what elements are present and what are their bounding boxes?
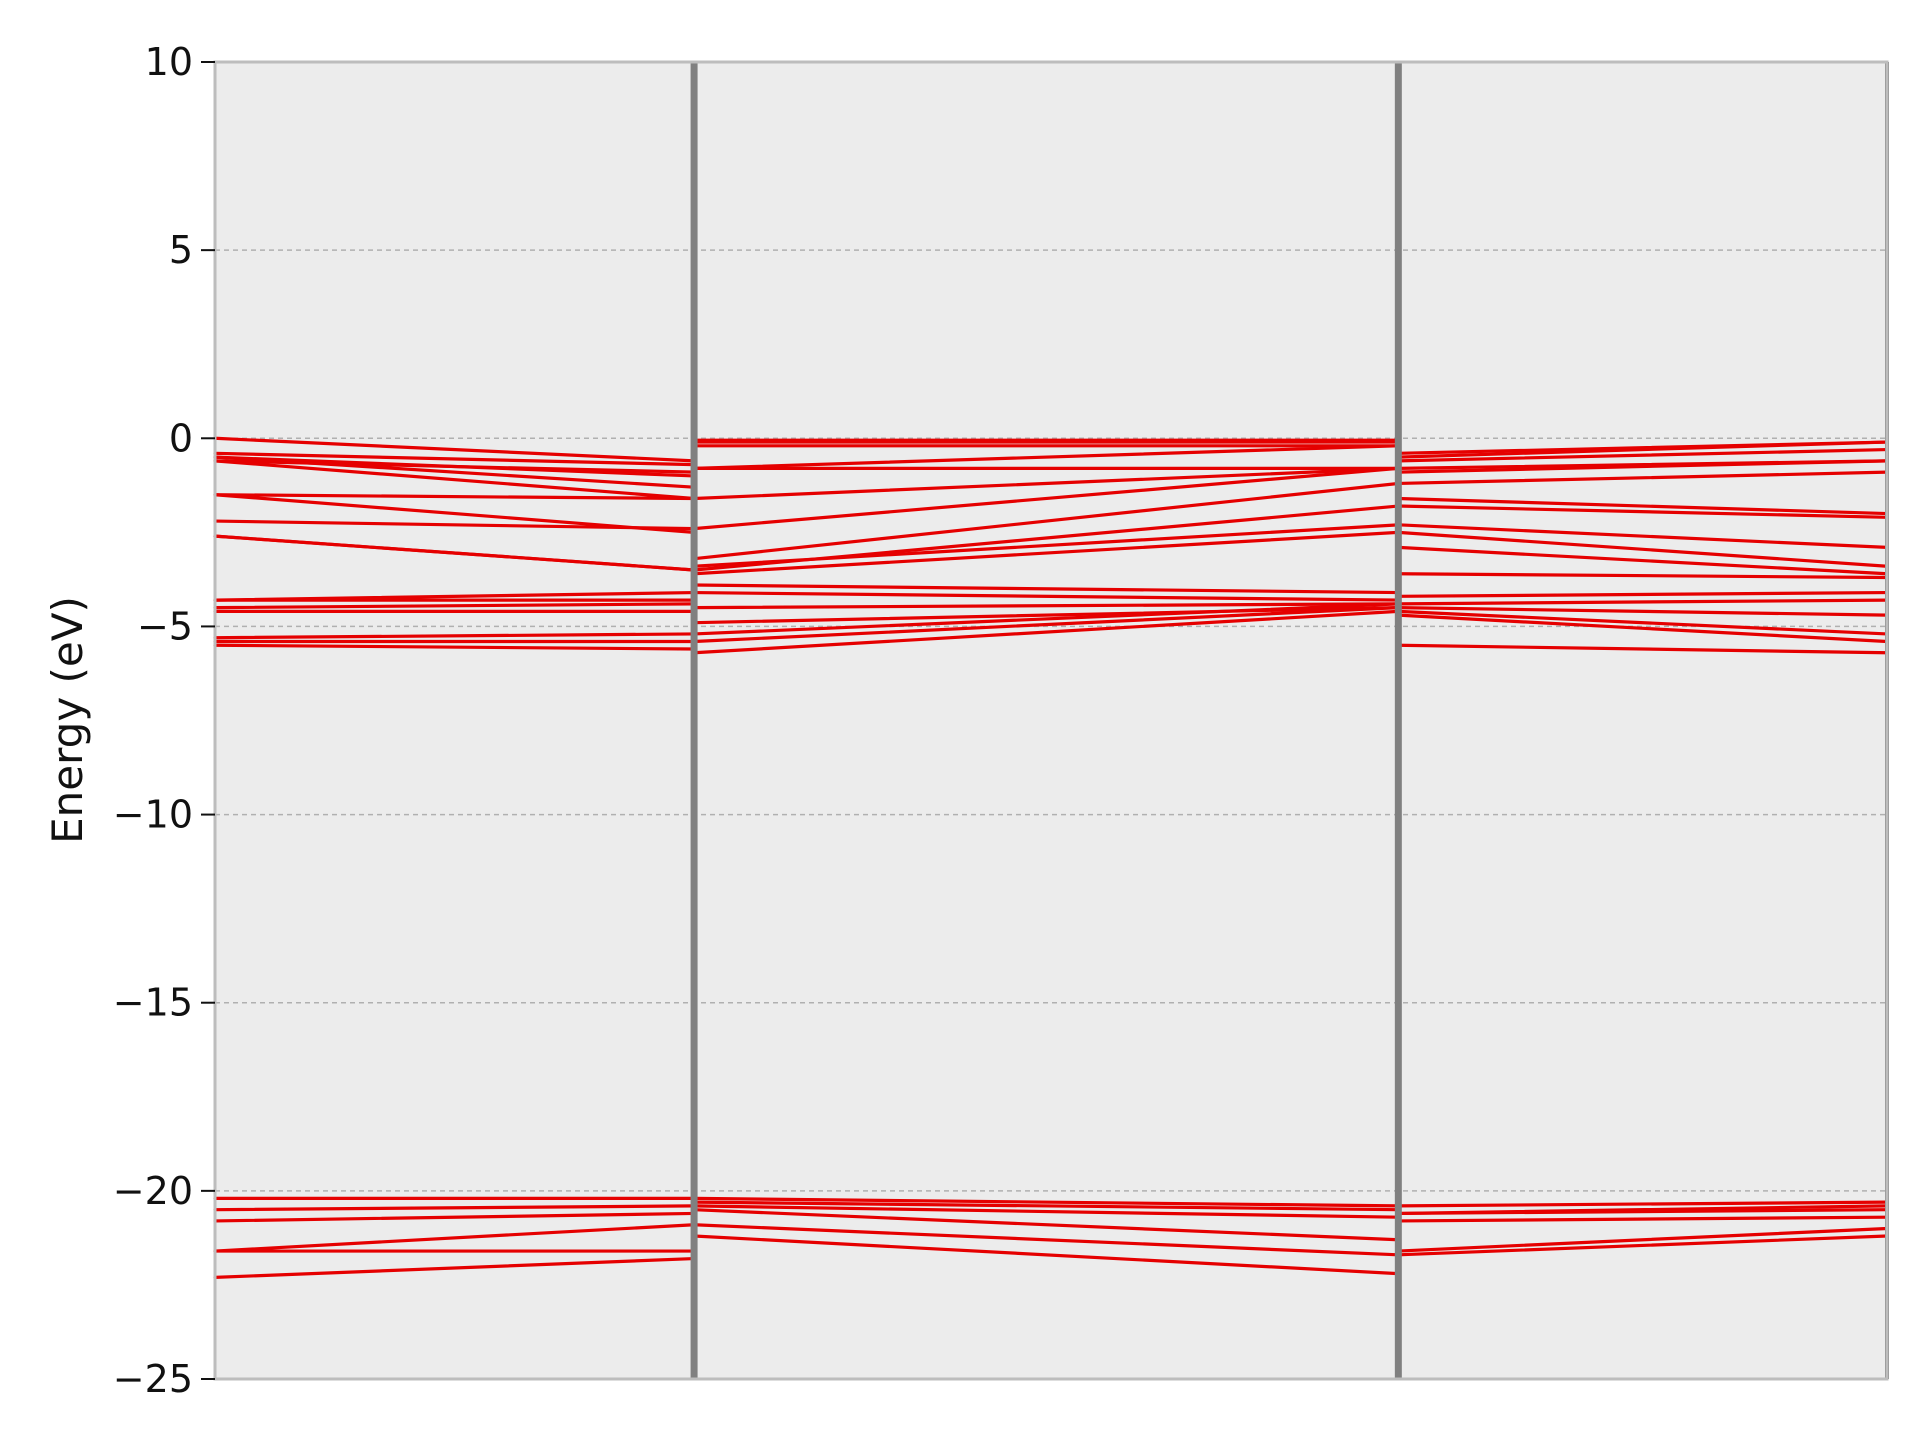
y-tick-label: −25 bbox=[113, 1357, 193, 1401]
band-line bbox=[213, 436, 696, 463]
band-line bbox=[1396, 572, 1889, 580]
band-line bbox=[1396, 643, 1889, 655]
band-line bbox=[213, 459, 696, 501]
y-axis-label: Energy (eV) bbox=[43, 596, 92, 844]
band-line bbox=[213, 451, 696, 467]
y-axis-ticks: 10 5 0 −5 −10 −15 −20 −25 bbox=[113, 40, 215, 1401]
band-line bbox=[692, 1234, 1400, 1276]
band-line bbox=[1396, 545, 1889, 576]
y-tick-label: 5 bbox=[169, 228, 193, 272]
y-tick-label: −5 bbox=[137, 604, 193, 648]
band-lines bbox=[213, 436, 1889, 1280]
band-line bbox=[1396, 470, 1889, 486]
band-line bbox=[213, 1256, 696, 1280]
band-line bbox=[213, 1211, 696, 1223]
band-line bbox=[692, 583, 1400, 595]
band-line bbox=[692, 1204, 1400, 1219]
band-line bbox=[213, 1204, 696, 1212]
band-line bbox=[1396, 447, 1889, 463]
plot-background bbox=[215, 62, 1887, 1379]
band-line bbox=[1396, 1215, 1889, 1223]
band-line bbox=[1396, 613, 1889, 644]
plot-frame bbox=[213, 60, 1889, 1381]
band-line bbox=[1396, 523, 1889, 550]
band-line bbox=[1396, 590, 1889, 598]
band-line bbox=[1396, 496, 1889, 516]
band-line bbox=[692, 606, 1400, 644]
band-line bbox=[692, 466, 1400, 531]
band-line bbox=[1396, 1226, 1889, 1253]
band-line bbox=[213, 459, 696, 474]
band-line bbox=[692, 466, 1400, 501]
band-line bbox=[692, 1196, 1400, 1208]
band-line bbox=[1396, 1234, 1889, 1257]
band-line bbox=[692, 609, 1400, 655]
band-line bbox=[213, 602, 696, 610]
band-line bbox=[213, 643, 696, 651]
band-line bbox=[1396, 530, 1889, 568]
band-line bbox=[213, 493, 696, 501]
y-tick-label: −15 bbox=[113, 981, 193, 1025]
band-line bbox=[692, 602, 1400, 610]
band-line bbox=[1396, 1200, 1889, 1208]
band-line bbox=[692, 1200, 1400, 1212]
band-line bbox=[692, 1223, 1400, 1257]
band-line bbox=[1396, 606, 1889, 617]
band-line bbox=[692, 1208, 1400, 1242]
band-line bbox=[1396, 440, 1889, 455]
band-line bbox=[1396, 1204, 1889, 1216]
band-line bbox=[692, 481, 1400, 561]
band-line bbox=[1396, 504, 1889, 519]
band-line bbox=[1396, 459, 1889, 470]
band-line bbox=[1396, 609, 1889, 636]
y-tick-label: −20 bbox=[113, 1169, 193, 1213]
band-line bbox=[692, 523, 1400, 568]
band-line bbox=[1396, 598, 1889, 606]
band-line bbox=[213, 1223, 696, 1253]
y-tick-label: 0 bbox=[169, 416, 193, 460]
band-line bbox=[692, 530, 1400, 576]
y-tick-label: 10 bbox=[145, 40, 193, 84]
band-line bbox=[213, 493, 696, 534]
y-tick-label: −10 bbox=[113, 793, 193, 837]
band-line bbox=[692, 444, 1400, 470]
band-line bbox=[692, 606, 1400, 625]
band-line bbox=[213, 534, 696, 572]
band-line bbox=[692, 590, 1400, 602]
band-line bbox=[213, 632, 696, 640]
